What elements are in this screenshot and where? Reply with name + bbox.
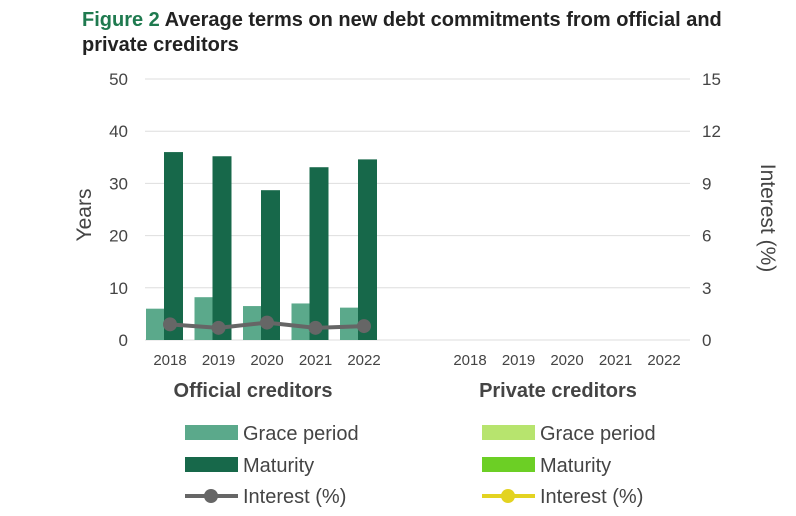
grace-period-bar: [194, 297, 213, 340]
group-label: Official creditors: [174, 380, 333, 402]
x-tick-label: 2020: [550, 352, 583, 369]
maturity-bar: [309, 167, 329, 340]
left-tick-label: 10: [109, 279, 128, 298]
right-tick-label: 3: [702, 279, 711, 298]
left-axis-label: Years: [73, 189, 96, 242]
maturity-bar: [358, 159, 377, 340]
legend-label: Interest (%): [540, 486, 643, 508]
x-tick-label: 2019: [202, 352, 235, 369]
right-tick-label: 15: [702, 70, 721, 89]
group-label: Private creditors: [479, 380, 637, 402]
x-tick-label: 2018: [453, 352, 486, 369]
interest-point: [260, 315, 274, 330]
x-tick-label: 2021: [599, 352, 632, 369]
legend-swatch: [185, 425, 238, 440]
legend-label: Interest (%): [243, 486, 346, 508]
grace-period-bar: [340, 307, 358, 340]
interest-point: [163, 317, 177, 332]
right-tick-label: 6: [702, 227, 711, 246]
maturity-bar: [261, 190, 280, 340]
x-tick-label: 2019: [502, 352, 535, 369]
figure-label: Figure 2: [82, 9, 160, 31]
maturity-bar: [212, 156, 232, 340]
x-tick-label: 2022: [647, 352, 680, 369]
x-tick-label: 2021: [299, 352, 332, 369]
left-tick-label: 40: [109, 122, 128, 141]
chart-title: Figure 2 Average terms on new debt commi…: [82, 8, 782, 58]
legend-label: Grace period: [243, 423, 359, 445]
x-tick-label: 2020: [250, 352, 283, 369]
title-text: Average terms on new debt commitments fr…: [82, 9, 722, 56]
interest-point: [357, 319, 371, 334]
legend-swatch: [482, 457, 535, 472]
left-tick-label: 0: [119, 331, 128, 350]
legend-label: Grace period: [540, 423, 656, 445]
right-tick-label: 0: [702, 331, 711, 350]
legend-label: Maturity: [540, 455, 611, 477]
right-axis-label: Interest (%): [756, 164, 779, 273]
legend-label: Maturity: [243, 455, 314, 477]
x-tick-label: 2018: [153, 352, 186, 369]
right-tick-label: 12: [702, 122, 721, 141]
maturity-bar: [164, 152, 183, 340]
legend-swatch: [185, 457, 238, 472]
left-tick-label: 50: [109, 70, 128, 89]
left-tick-label: 20: [109, 227, 128, 246]
grace-period-bar: [291, 303, 310, 340]
x-tick-label: 2022: [347, 352, 380, 369]
right-tick-label: 9: [702, 174, 711, 193]
legend-swatch: [482, 425, 535, 440]
grace-period-bar: [146, 308, 164, 340]
legend-marker-swatch: [204, 489, 218, 503]
interest-point: [211, 320, 226, 335]
left-tick-label: 30: [109, 174, 128, 193]
interest-point: [308, 320, 323, 335]
legend-marker-swatch: [501, 489, 515, 503]
